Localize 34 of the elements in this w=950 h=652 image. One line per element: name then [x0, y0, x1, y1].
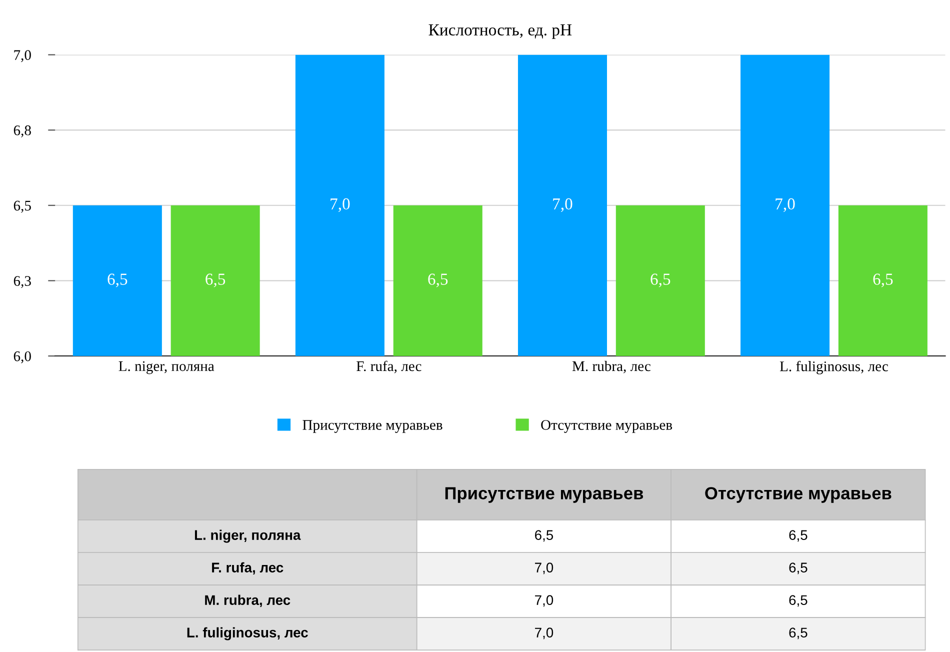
x-tick-label: L. fuliginosus, лес: [780, 360, 888, 374]
y-tick-label: 6,5: [14, 200, 31, 213]
chart-title: Кислотность, ед. pH: [428, 24, 572, 39]
text: 7,0: [535, 595, 554, 607]
text: 6,5: [789, 628, 808, 640]
data-label: 6,5: [108, 274, 128, 288]
text: Присутствие муравьев: [445, 487, 644, 503]
y-tick-label: 6,0: [14, 351, 31, 364]
y-tick-label: 6,3: [14, 276, 31, 288]
x-tick-label: M. rubra, лес: [572, 360, 650, 374]
text: Отсутствие муравьев: [705, 487, 892, 503]
y-tick-label: 7,0: [14, 50, 31, 62]
data-label: 7,0: [553, 198, 572, 212]
category-label: L. niger, поляна: [194, 530, 301, 543]
data-label: 7,0: [776, 198, 795, 212]
text: 7,0: [535, 628, 554, 640]
x-tick-label: F. rufa, лес: [356, 360, 422, 374]
category-label: F. rufa, лес: [212, 562, 284, 575]
data-label: 6,5: [873, 274, 893, 288]
data-label: 6,5: [428, 274, 448, 288]
text: 6,5: [789, 595, 808, 607]
category-label: L. fuliginosus, лес: [187, 627, 308, 640]
legend-label: Присутствие муравьев: [302, 420, 442, 433]
legend-label: Отсутствие муравьев: [541, 420, 672, 433]
y-tick-label: 6,8: [14, 125, 31, 138]
text: 6,5: [789, 530, 808, 542]
data-label: 7,0: [330, 198, 350, 212]
data-label: 6,5: [206, 274, 226, 288]
text: 6,5: [789, 562, 808, 574]
data-label: 6,5: [650, 274, 670, 288]
text: 6,5: [535, 530, 554, 542]
x-tick-label: L. niger, поляна: [118, 361, 214, 374]
text: 7,0: [535, 562, 554, 574]
category-label: M. rubra, лес: [205, 594, 290, 608]
